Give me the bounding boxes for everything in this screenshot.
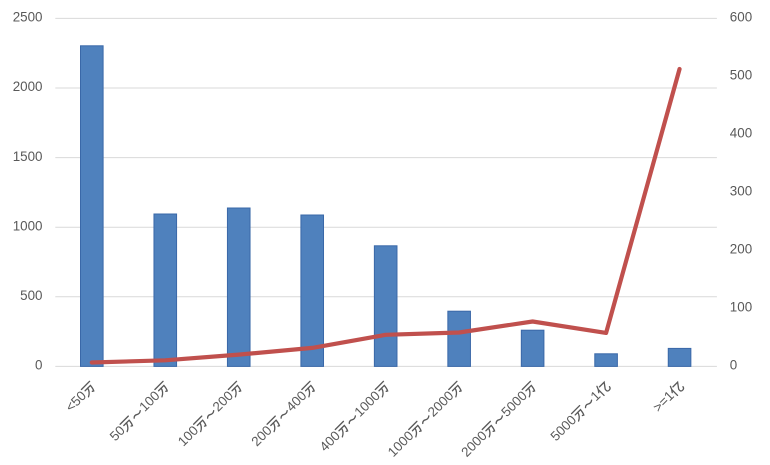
svg-text:2000: 2000 [13,79,43,94]
svg-text:500: 500 [730,68,752,83]
svg-text:300: 300 [730,184,752,199]
svg-text:200: 200 [730,242,752,257]
svg-text:0: 0 [35,358,42,373]
svg-text:2500: 2500 [13,10,43,25]
svg-text:100: 100 [730,300,752,315]
svg-text:0: 0 [730,358,737,373]
svg-text:1500: 1500 [13,149,43,164]
svg-text:600: 600 [730,10,752,25]
svg-text:500: 500 [20,288,42,303]
svg-text:400: 400 [730,126,752,141]
svg-text:1000: 1000 [13,218,43,233]
